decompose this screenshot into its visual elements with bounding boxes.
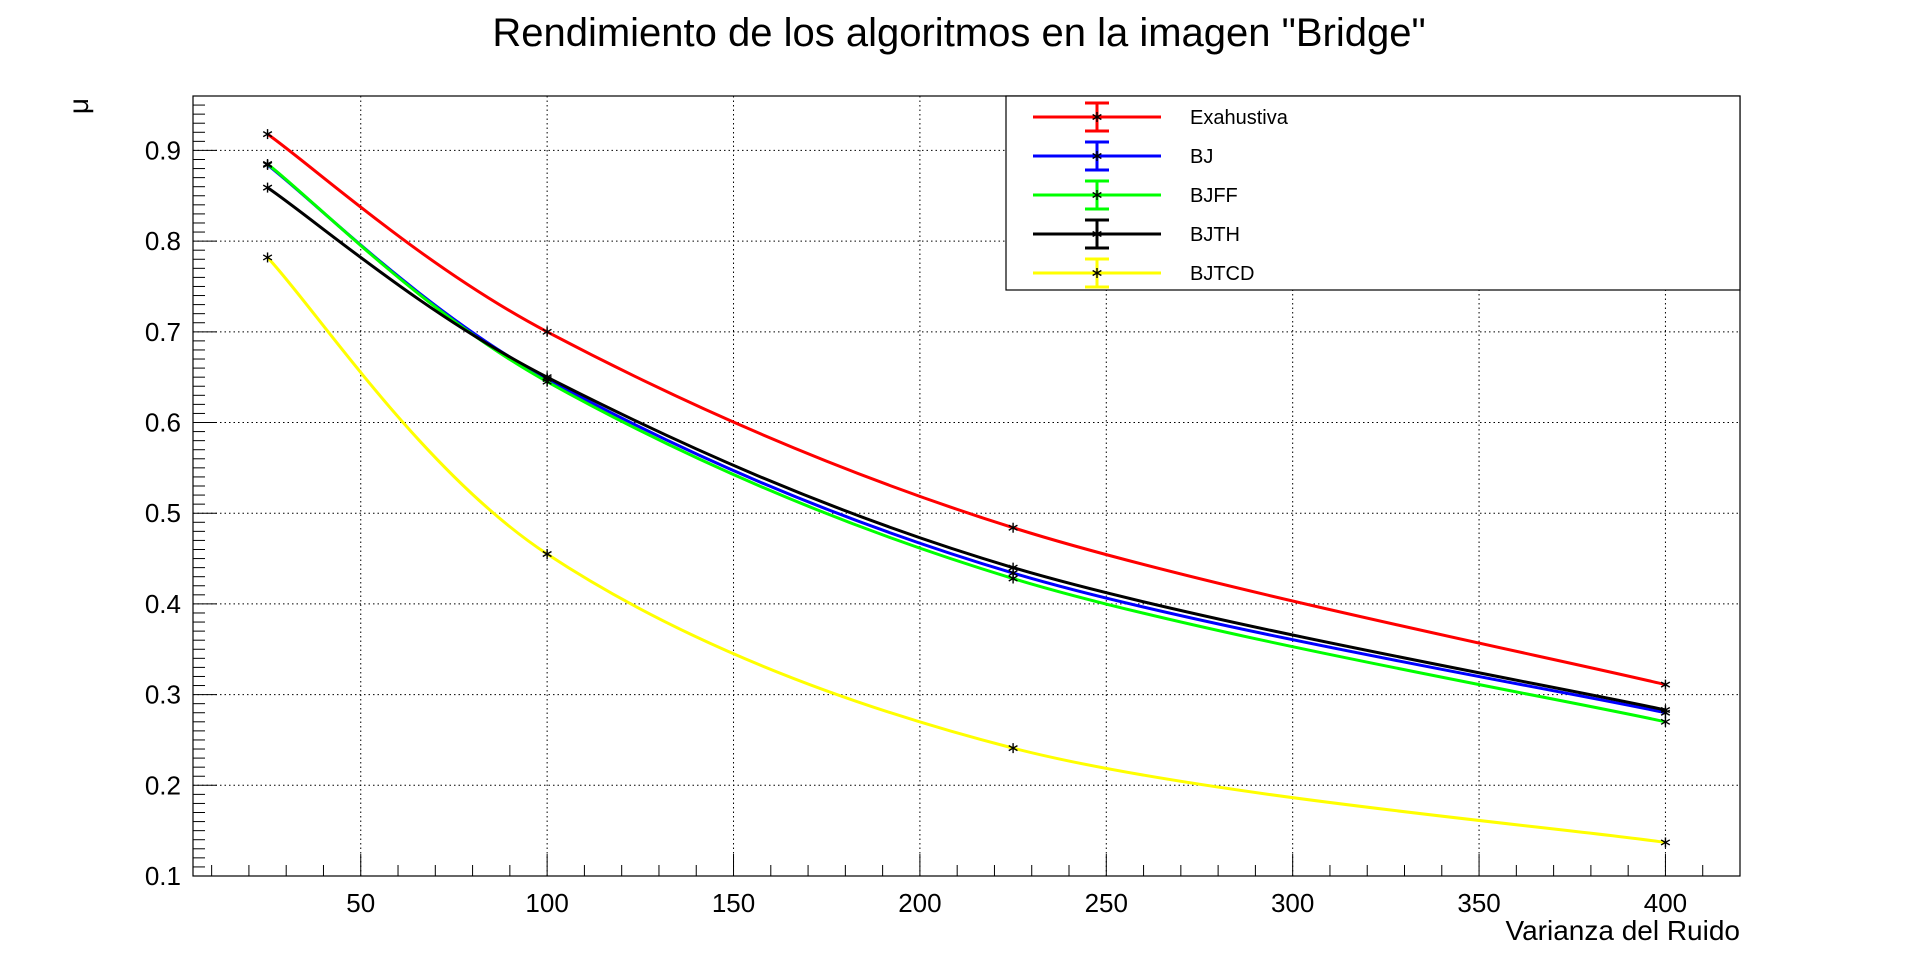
series-line-bjth — [266, 186, 1666, 712]
legend-marker — [1092, 229, 1102, 239]
data-point-bjff — [262, 159, 273, 170]
legend-label: Exahustiva — [1190, 107, 1289, 129]
data-point-bjth — [1660, 705, 1671, 716]
legend-label: BJTCD — [1190, 263, 1254, 285]
data-point-bjff — [1008, 573, 1018, 584]
axes: 50 100 150 200 250 300 350 400 0.1 0.2 0.3 0.4 0.5 0.… — [145, 104, 1704, 918]
y-tick-label: 0.1 — [145, 861, 181, 891]
y-tick-label: 0.8 — [145, 226, 181, 256]
data-point-bjth — [1008, 562, 1018, 573]
data-point-exahustiva — [1008, 522, 1018, 533]
legend-item-bjtcd: BJTCD — [1033, 257, 1254, 289]
data-point-exahustiva — [1660, 679, 1671, 690]
data-point-bjtcd — [1008, 743, 1018, 754]
legend-label: BJ — [1190, 146, 1213, 168]
series-line-bjff — [266, 162, 1666, 724]
data-point-bjth — [262, 182, 273, 193]
y-tick-label: 0.5 — [145, 498, 181, 528]
series-line-bjtcd — [266, 256, 1666, 844]
legend-marker — [1092, 112, 1102, 122]
y-tick-label: 0.4 — [145, 589, 181, 619]
y-tick-label: 0.3 — [145, 680, 181, 710]
legend-marker — [1092, 190, 1102, 200]
x-axis-label: Varianza del Ruido — [1505, 915, 1740, 946]
legend-marker — [1092, 151, 1102, 161]
x-tick-label: 50 — [346, 888, 375, 918]
series-line-exahustiva — [266, 132, 1666, 687]
x-tick-label: 400 — [1644, 888, 1687, 918]
y-axis-label: μ — [63, 98, 94, 114]
y-tick-label: 0.6 — [145, 408, 181, 438]
y-tick-label: 0.7 — [145, 317, 181, 347]
chart-title: Rendimiento de los algoritmos en la imag… — [492, 11, 1425, 55]
legend-item-bjff: BJFF — [1033, 179, 1238, 211]
y-tick-label: 0.9 — [145, 135, 181, 165]
legend-label: BJTH — [1190, 224, 1240, 246]
legend-item-bj: BJ — [1033, 140, 1213, 172]
data-point-bjth — [542, 372, 552, 383]
y-tick-label: 0.2 — [145, 770, 181, 800]
data-point-bjtcd — [262, 252, 273, 263]
data-point-bjff — [1660, 716, 1671, 727]
data-point-exahustiva — [542, 326, 552, 337]
x-tick-label: 150 — [712, 888, 755, 918]
legend-marker — [1092, 268, 1102, 278]
data-points — [262, 129, 1671, 848]
legend-box — [1005, 95, 1741, 291]
x-tick-label: 350 — [1457, 888, 1500, 918]
legend-label: BJFF — [1190, 185, 1238, 207]
x-tick-label: 250 — [1085, 888, 1128, 918]
data-point-bjtcd — [542, 549, 552, 560]
data-point-exahustiva — [262, 129, 273, 140]
x-tick-label: 100 — [525, 888, 568, 918]
legend-item-exahustiva: Exahustiva — [1033, 101, 1289, 133]
x-tick-label: 200 — [898, 888, 941, 918]
legend: Exahustiva BJ BJFF BJTH BJTCD — [1005, 95, 1741, 291]
series-lines — [266, 132, 1666, 844]
data-point-bjtcd — [1660, 837, 1671, 848]
x-tick-label: 300 — [1271, 888, 1314, 918]
grid-lines — [193, 96, 1740, 877]
legend-item-bjth: BJTH — [1033, 218, 1240, 250]
